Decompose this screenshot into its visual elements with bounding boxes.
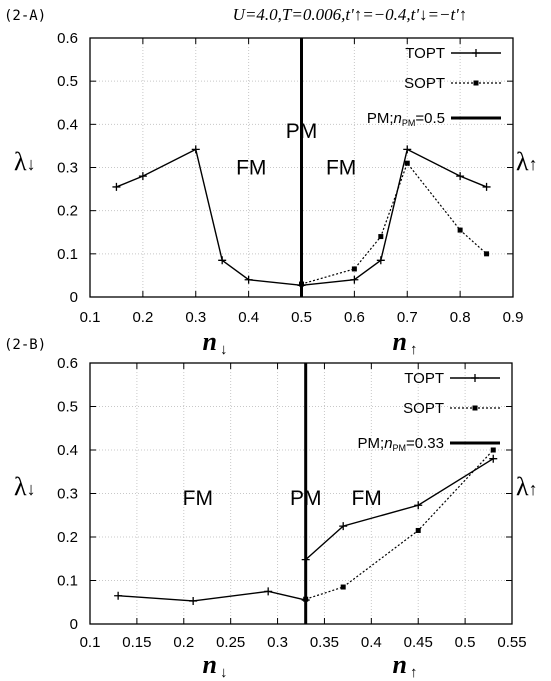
sopt-point (299, 281, 304, 287)
y-tick-label: 0.3 (57, 486, 78, 503)
topt-point (350, 275, 359, 284)
x-axis-label-right: n ↑ (393, 650, 418, 681)
sopt-point (351, 266, 357, 272)
chart-panel-2: 0.1 0.15 0.2 0.25 0.3 0.35 0.4 0.45 0.5 0.5500.10… (4, 337, 538, 681)
x-tick-label: 0.25 (216, 634, 245, 651)
legend-label: PM;nPM=0.5 (367, 110, 445, 128)
legend: TOPT SOPT PM;nPM=0.5 (367, 45, 501, 128)
legend-marker (471, 374, 479, 382)
sopt-point (404, 160, 410, 166)
series-line-topt (118, 590, 306, 602)
legend-marker (472, 49, 480, 57)
legend-label: TOPT (404, 370, 444, 387)
topt-point (114, 591, 123, 600)
x-tick-label: 0.2 (132, 309, 153, 326)
chart-panel-1: 0.1 0.2 0.3 0.4 0.5 0.6 0.7 0.8 0.900.10.20.30.4… (4, 5, 538, 358)
x-tick-label: 0.3 (185, 309, 206, 326)
topt-point (264, 587, 273, 596)
series-line-sopt (301, 161, 487, 285)
series-line-sopt (305, 449, 494, 600)
region-label-fm: FM (236, 157, 266, 180)
legend-marker (473, 80, 479, 86)
sopt-point (415, 527, 421, 533)
plot-frame (89, 362, 513, 625)
y-tick-label: 0.6 (57, 355, 78, 372)
chart-title: U=4.0,T=0.006,t'↑=−0.4,t'↓=−t'↑ (233, 5, 468, 24)
region-label-fm: FM (183, 487, 213, 510)
topt-point (414, 501, 423, 510)
y-tick-label: 0.4 (57, 442, 78, 459)
legend-label: SOPT (403, 400, 444, 417)
region-label-pm: PM (286, 120, 318, 143)
sopt-point (303, 596, 309, 602)
series-line-topt (305, 458, 494, 561)
sopt-point (340, 584, 346, 590)
x-tick-label: 0.3 (267, 634, 288, 651)
region-label-fm: FM (326, 157, 356, 180)
topt-point (482, 182, 491, 191)
panel-label: (2-A) (4, 8, 46, 24)
topt-point (112, 182, 121, 191)
topt-point (489, 454, 498, 463)
topt-point (301, 555, 310, 564)
y-tick-label: 0.3 (57, 160, 78, 177)
x-tick-label: 0.4 (361, 634, 382, 651)
legend-label: SOPT (404, 75, 445, 92)
y-tick-label: 0 (70, 616, 78, 633)
y-tick-label: 0.2 (57, 529, 78, 546)
x-tick-label: 0.5 (455, 634, 476, 651)
x-axis-label-left: n ↓ (203, 327, 228, 358)
y-tick-label: 0.1 (57, 573, 78, 590)
y-axis-label-left: λ↓ (14, 472, 36, 501)
topt-point (189, 596, 198, 605)
x-tick-label: 0.1 (80, 634, 101, 651)
x-tick-label: 0.8 (450, 309, 471, 326)
x-tick-label: 0.4 (238, 309, 259, 326)
x-tick-label: 0.35 (310, 634, 339, 651)
x-tick-label: 0.6 (344, 309, 365, 326)
y-tick-label: 0.1 (57, 246, 78, 263)
sopt-point (378, 234, 384, 240)
legend: TOPT SOPT PM;nPM=0.33 (358, 370, 500, 453)
x-tick-label: 0.5 (291, 309, 312, 326)
y-tick-label: 0.2 (57, 203, 78, 220)
y-tick-label: 0.5 (57, 399, 78, 416)
region-label-pm: PM (290, 487, 322, 510)
sopt-point (484, 251, 490, 257)
legend-label: PM;nPM=0.33 (358, 435, 444, 453)
y-tick-label: 0.6 (57, 30, 78, 47)
y-tick-label: 0.5 (57, 73, 78, 90)
y-axis-label-left: λ↓ (14, 147, 36, 176)
x-tick-label: 0.9 (503, 309, 524, 326)
legend-marker (472, 405, 478, 411)
y-tick-label: 0.4 (57, 116, 78, 133)
x-axis-label-left: n ↓ (203, 650, 228, 681)
topt-point (376, 256, 385, 265)
topt-point (403, 145, 412, 154)
x-tick-label: 0.55 (497, 634, 526, 651)
x-tick-label: 0.15 (122, 634, 151, 651)
x-tick-label: 0.45 (404, 634, 433, 651)
topt-point (339, 522, 348, 531)
legend-label: TOPT (405, 45, 445, 62)
topt-point (244, 275, 253, 284)
sopt-point (457, 227, 463, 233)
x-tick-label: 0.1 (80, 309, 101, 326)
topt-point (191, 145, 200, 154)
y-tick-label: 0 (70, 289, 78, 306)
x-tick-label: 0.2 (173, 634, 194, 651)
y-axis-label-right: λ↑ (516, 472, 538, 501)
panel-label: (2-B) (4, 337, 46, 353)
topt-point (218, 256, 227, 265)
region-label-fm: FM (351, 487, 381, 510)
x-axis-label-right: n ↑ (393, 327, 418, 358)
topt-point (138, 172, 147, 181)
y-axis-label-right: λ↑ (516, 147, 538, 176)
x-tick-label: 0.7 (397, 309, 418, 326)
sopt-point (490, 447, 496, 453)
topt-point (456, 172, 465, 181)
